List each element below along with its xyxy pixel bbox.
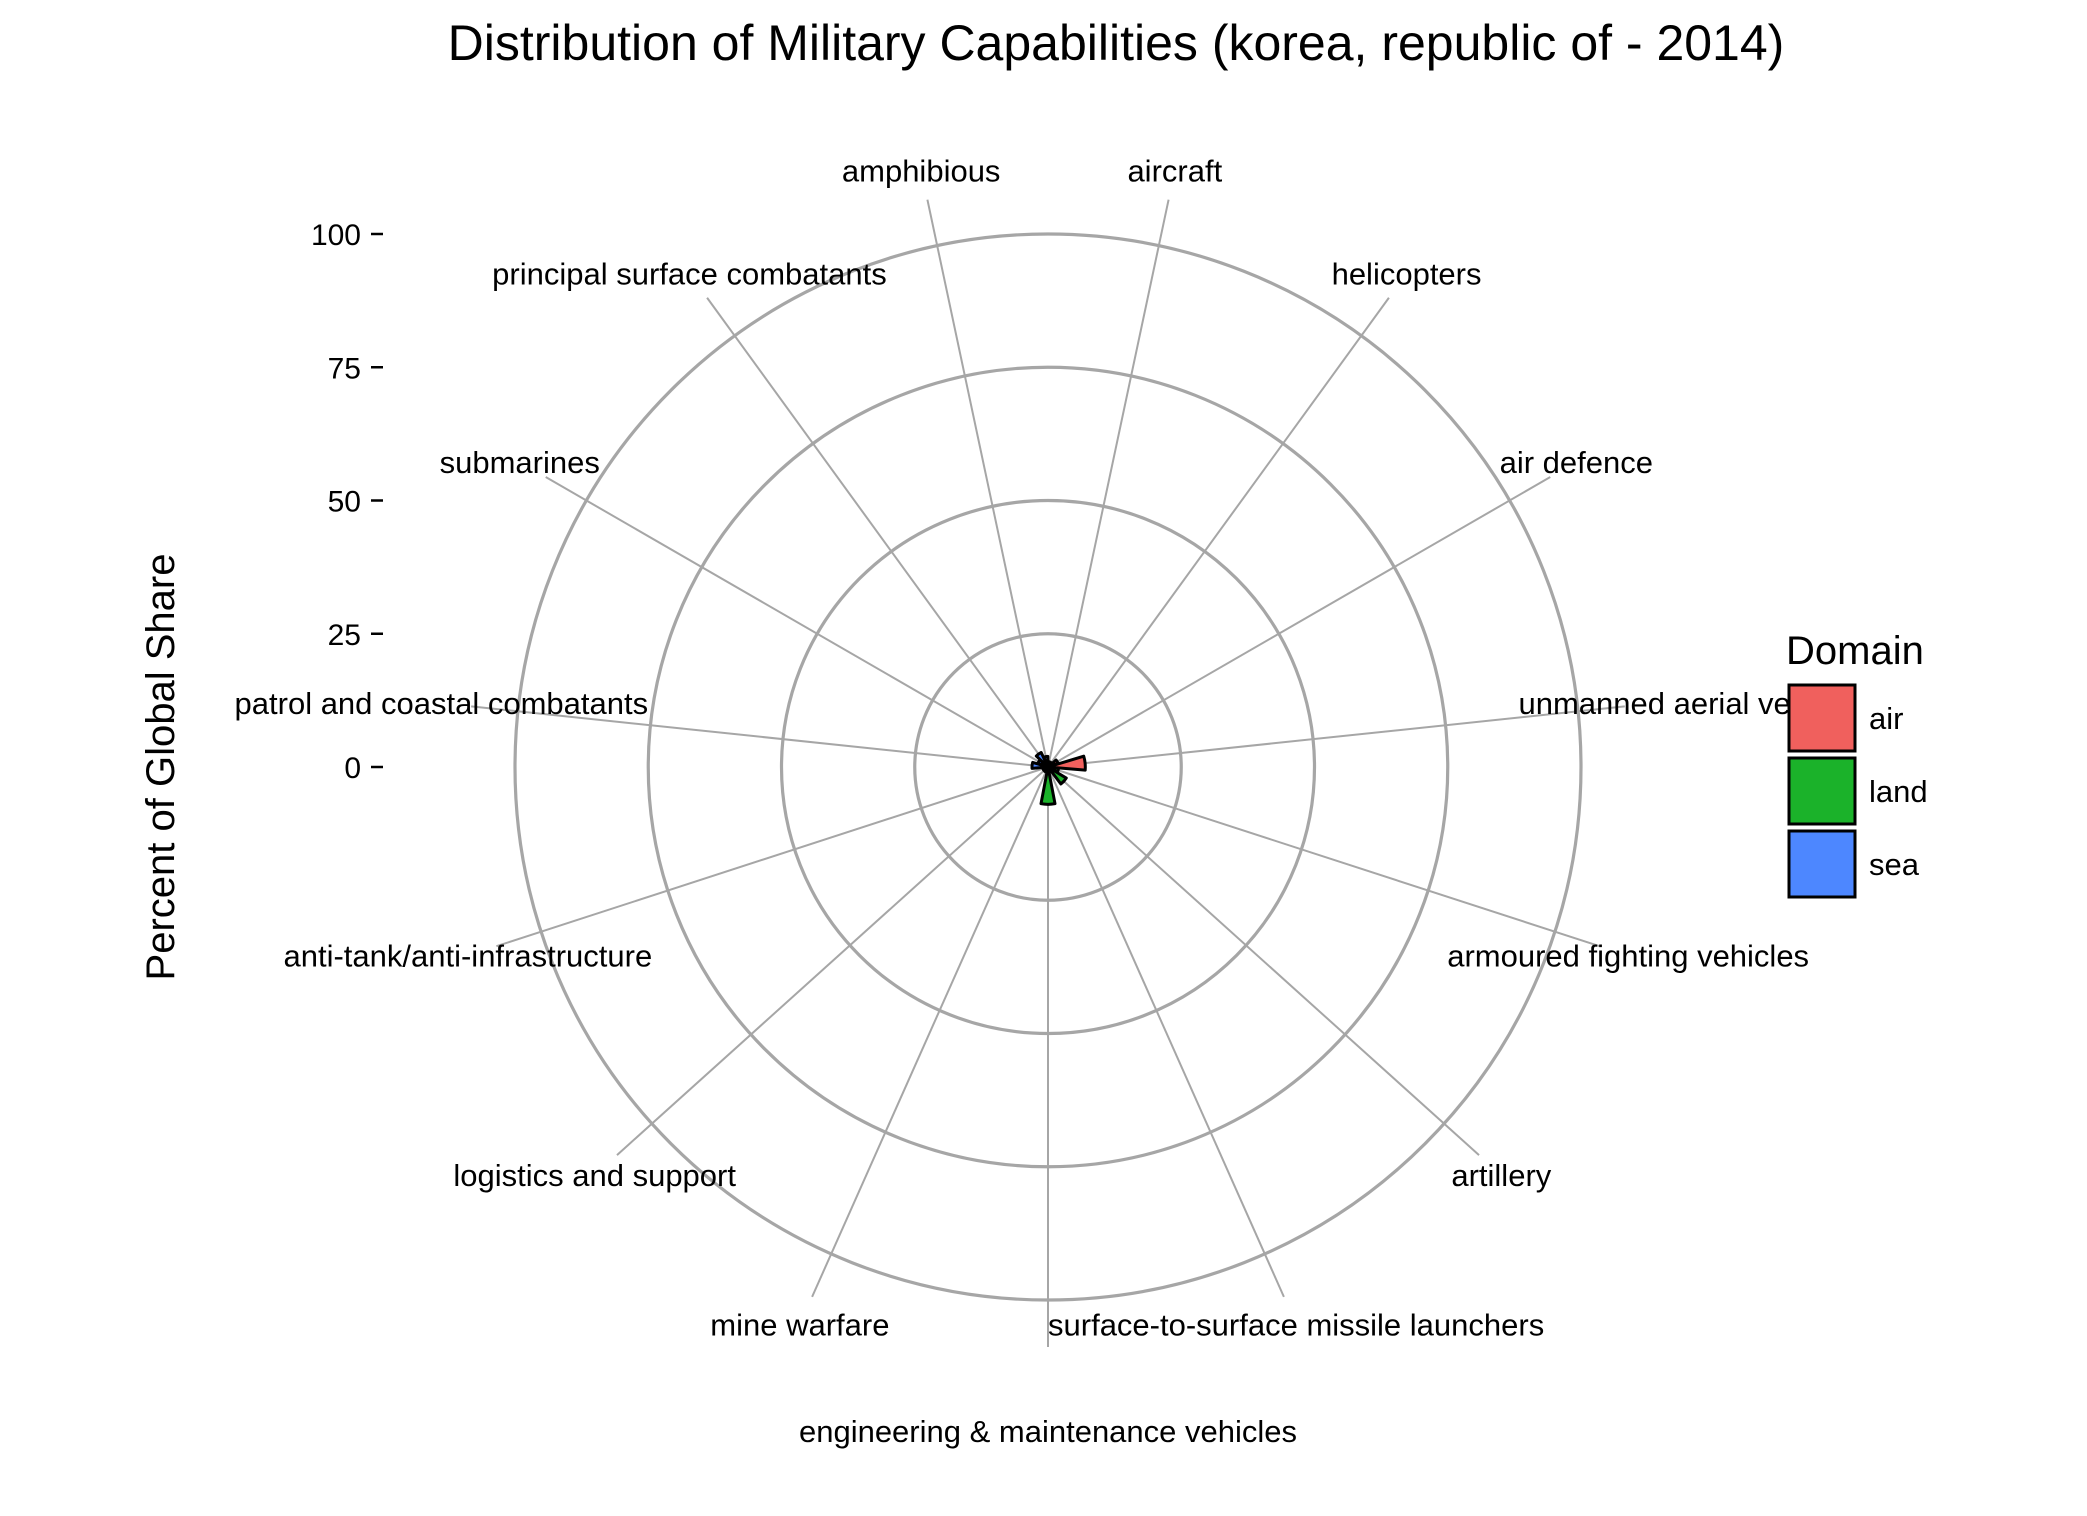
legend-key-air — [1787, 683, 1857, 753]
spoke-line — [1047, 705, 1625, 768]
category-label: air defence — [1500, 445, 1653, 480]
spoke-line — [471, 705, 1049, 768]
bar-land — [1039, 765, 1057, 806]
bar-air — [1046, 754, 1087, 772]
legend-label-sea: sea — [1869, 847, 1920, 882]
category-label: anti-tank/anti-infrastructure — [283, 939, 652, 974]
category-label: engineering & maintenance vehicles — [799, 1414, 1297, 1449]
y-tick-label: 75 — [328, 352, 361, 385]
category-label: principal surface combatants — [492, 256, 887, 291]
spoke-line — [545, 476, 1049, 768]
spoke-line — [1047, 199, 1170, 768]
category-label: armoured fighting vehicles — [1447, 939, 1809, 974]
y-tick-label: 25 — [328, 619, 361, 652]
spoke-line — [706, 297, 1049, 768]
category-label: unmanned aerial ve — [1519, 686, 1791, 721]
y-axis: 0 25 50 75 100 — [311, 219, 383, 785]
legend-title: Domain — [1786, 629, 1924, 673]
y-tick-label: 100 — [311, 219, 361, 252]
chart-title: Distribution of Military Capabilities (k… — [448, 15, 1785, 71]
y-tick-label: 50 — [328, 486, 361, 519]
spoke-line — [926, 199, 1049, 768]
category-labels: aircraft helicopters air defence unmanned a… — [235, 153, 1810, 1449]
category-label: surface-to-surface missile launchers — [1048, 1307, 1544, 1342]
category-label: helicopters — [1332, 256, 1482, 291]
category-label: amphibious — [842, 153, 1001, 188]
y-axis-label: Percent of Global Share — [139, 554, 183, 981]
bar-wedges — [1030, 751, 1087, 806]
category-label: artillery — [1451, 1158, 1551, 1193]
spoke-line — [1047, 297, 1390, 768]
legend-label-land: land — [1869, 774, 1928, 809]
spoke-line — [496, 766, 1049, 948]
legend-key-land — [1787, 756, 1857, 826]
spoke-line — [1047, 766, 1600, 948]
bar-land — [1046, 765, 1068, 786]
spoke-line — [1047, 476, 1551, 768]
category-label: submarines — [440, 445, 600, 480]
category-label: aircraft — [1127, 153, 1222, 188]
spoke-line — [1047, 766, 1480, 1156]
legend-label-air: air — [1869, 701, 1903, 736]
category-label: patrol and coastal combatants — [235, 686, 649, 721]
polar-spokes — [471, 199, 1625, 1347]
legend-key-sea — [1787, 829, 1857, 899]
legend: Domain air land sea — [1786, 629, 1928, 899]
spoke-line — [616, 766, 1049, 1156]
y-tick-label: 0 — [344, 752, 361, 785]
category-label: logistics and support — [453, 1158, 736, 1193]
spoke-line — [1047, 766, 1285, 1298]
center-point — [1042, 761, 1054, 773]
category-label: mine warfare — [710, 1307, 889, 1342]
spoke-line — [811, 766, 1049, 1298]
